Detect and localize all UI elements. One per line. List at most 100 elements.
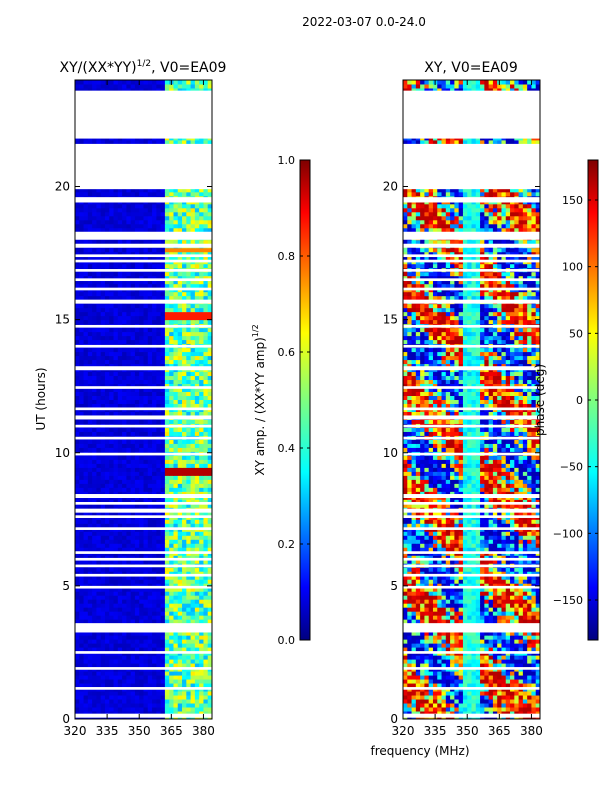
amplitude-heatmap-cell: [207, 403, 213, 408]
amplitude-heatmap-cell: [164, 655, 170, 660]
amplitude-heatmap-cell: [104, 307, 110, 313]
amplitude-heatmap-cell: [92, 547, 97, 552]
amplitude-heatmap-cell: [75, 279, 80, 285]
amplitude-heatmap-cell: [203, 559, 209, 564]
amplitude-heatmap-cell: [117, 483, 123, 488]
amplitude-heatmap-cell: [104, 431, 110, 436]
amplitude-heatmap-cell: [113, 339, 119, 345]
amplitude-heatmap-cell: [122, 591, 127, 596]
amplitude-heatmap-cell: [139, 579, 144, 584]
amplitude-heatmap-cell: [194, 603, 200, 608]
amplitude-heatmap-cell: [113, 699, 119, 704]
amplitude-heatmap-cell: [117, 663, 123, 668]
amplitude-heatmap-cell: [126, 307, 132, 313]
amplitude-heatmap-cell: [139, 483, 144, 488]
amplitude-heatmap-cell: [152, 191, 157, 197]
amplitude-heatmap-cell: [160, 679, 166, 684]
amplitude-heatmap-cell: [182, 255, 187, 261]
amplitude-heatmap-cell: [79, 439, 85, 444]
amplitude-heatmap-cell: [83, 271, 89, 277]
amplitude-heatmap-cell: [156, 395, 162, 400]
amplitude-heatmap-cell: [164, 459, 170, 464]
amplitude-heatmap-cell: [109, 223, 115, 229]
amplitude-heatmap-cell: [156, 239, 162, 245]
amplitude-heatmap-cell: [139, 455, 144, 460]
amplitude-heatmap-cell: [109, 499, 115, 504]
amplitude-heatmap-cell: [190, 403, 196, 408]
amplitude-heatmap-cell: [75, 203, 80, 209]
amplitude-heatmap-cell: [83, 671, 89, 676]
amplitude-heatmap-cell: [186, 635, 192, 640]
amplitude-heatmap-cell: [117, 403, 123, 408]
amplitude-heatmap-cell: [156, 355, 162, 361]
amplitude-heatmap-cell: [152, 619, 157, 624]
amplitude-heatmap-cell: [96, 443, 102, 448]
amplitude-heatmap-cell: [134, 319, 140, 325]
amplitude-heatmap-cell: [100, 499, 106, 504]
amplitude-heatmap-cell: [122, 655, 127, 660]
amplitude-heatmap-cell: [96, 691, 102, 696]
amplitude-heatmap-cell: [190, 395, 196, 400]
amplitude-heatmap-cell: [117, 511, 123, 516]
amplitude-heatmap-cell: [152, 475, 157, 480]
amplitude-heatmap-cell: [186, 707, 192, 712]
amplitude-heatmap-cell: [83, 227, 89, 233]
amplitude-heatmap-cell: [79, 499, 85, 504]
amplitude-heatmap-cell: [96, 303, 102, 309]
amplitude-heatmap-cell: [134, 275, 140, 281]
amplitude-heatmap-cell: [134, 487, 140, 492]
amplitude-heatmap-cell: [104, 427, 110, 432]
amplitude-heatmap-cell: [96, 475, 102, 480]
amplitude-heatmap-cell: [126, 203, 132, 209]
amplitude-heatmap-cell: [147, 511, 153, 516]
amplitude-heatmap-cell: [75, 411, 80, 416]
amplitude-heatmap-cell: [147, 271, 153, 277]
amplitude-heatmap-cell: [152, 559, 157, 564]
amplitude-heatmap-cell: [113, 607, 119, 612]
amplitude-heatmap-cell: [130, 319, 136, 325]
amplitude-heatmap-cell: [92, 647, 97, 652]
amplitude-heatmap-cell: [117, 679, 123, 684]
amplitude-heatmap-cell: [164, 467, 170, 472]
amplitude-heatmap-cell: [177, 307, 183, 313]
amplitude-heatmap-cell: [152, 523, 157, 528]
amplitude-heatmap-cell: [169, 395, 174, 400]
amplitude-heatmap-cell: [186, 647, 192, 652]
amplitude-heatmap-cell: [134, 499, 140, 504]
amplitude-heatmap-cell: [113, 239, 119, 245]
amplitude-heatmap-cell: [92, 711, 97, 716]
amplitude-heatmap-cell: [173, 619, 179, 624]
amplitude-heatmap-cell: [169, 391, 174, 396]
amplitude-heatmap-cell: [194, 567, 200, 572]
amplitude-heatmap-cell: [122, 439, 127, 444]
amplitude-heatmap-cell: [130, 275, 136, 281]
amplitude-heatmap-cell: [139, 399, 144, 404]
amplitude-heatmap-cell: [130, 219, 136, 225]
amplitude-heatmap-cell: [96, 203, 102, 209]
amplitude-heatmap-cell: [79, 539, 85, 544]
amplitude-heatmap-cell: [96, 519, 102, 524]
amplitude-heatmap-cell: [109, 607, 115, 612]
amplitude-heatmap-cell: [182, 475, 187, 480]
amplitude-heatmap-cell: [109, 479, 115, 484]
amplitude-heatmap-cell: [83, 223, 89, 229]
amplitude-heatmap-cell: [203, 339, 209, 345]
amplitude-heatmap-cell: [113, 475, 119, 480]
amplitude-heatmap-cell: [160, 431, 166, 436]
amplitude-heatmap-cell: [139, 587, 144, 592]
amplitude-heatmap-cell: [199, 363, 204, 369]
amplitude-heatmap-cell: [100, 699, 106, 704]
amplitude-heatmap-cell: [104, 219, 110, 225]
amplitude-heatmap-cell: [126, 643, 132, 648]
amplitude-heatmap-cell: [152, 695, 157, 700]
amplitude-heatmap-cell: [79, 491, 85, 496]
amplitude-heatmap-cell: [130, 619, 136, 624]
amplitude-heatmap-cell: [122, 707, 127, 712]
amplitude-heatmap-cell: [199, 707, 204, 712]
amplitude-heatmap-cell: [104, 643, 110, 648]
amplitude-heatmap-cell: [190, 511, 196, 516]
amplitude-heatmap-cell: [182, 327, 187, 333]
amplitude-heatmap-cell: [75, 363, 80, 369]
amplitude-heatmap-cell: [113, 659, 119, 664]
amplitude-heatmap-cell: [104, 411, 110, 416]
